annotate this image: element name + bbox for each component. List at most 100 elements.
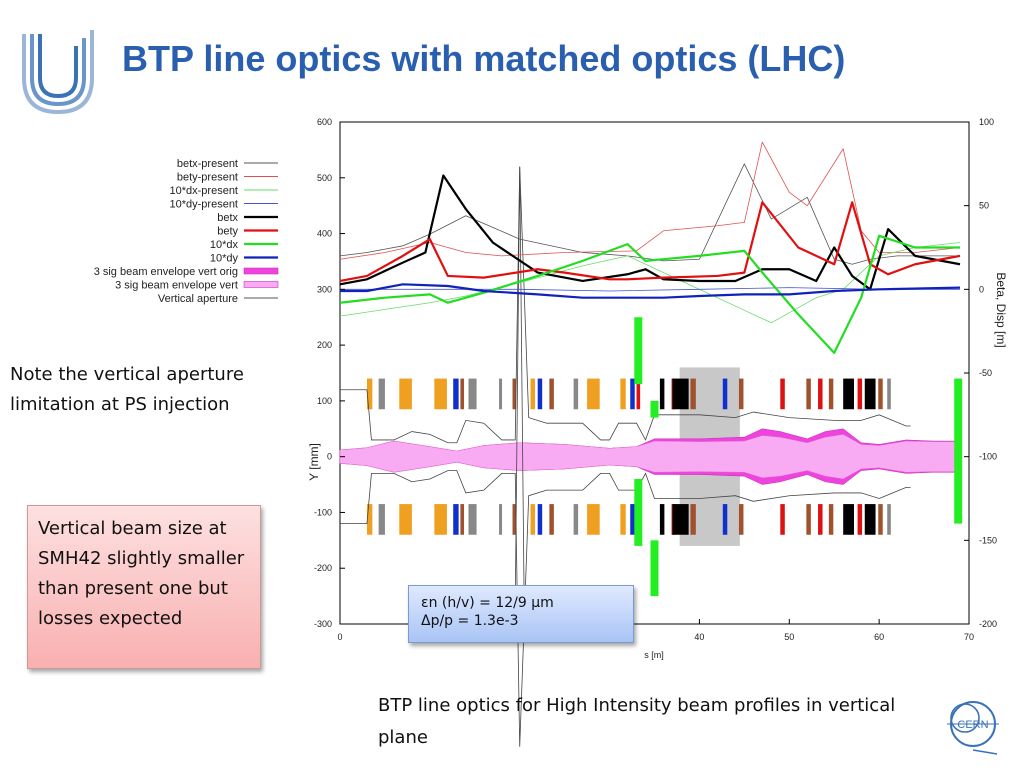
y-tick-label: 400 bbox=[317, 229, 332, 239]
y2-tick-label: -150 bbox=[979, 535, 997, 545]
momentum-spread-param: Δp/p = 1.3e-3 bbox=[421, 613, 519, 629]
magnet-bottom bbox=[672, 504, 689, 535]
series-10-dy bbox=[340, 283, 961, 299]
magnet-bottom bbox=[828, 504, 834, 535]
magnet-top bbox=[878, 378, 883, 410]
magnet-top bbox=[499, 378, 503, 410]
cern-logo: CERN bbox=[947, 701, 999, 755]
beam-size-note: Vertical beam size at SMH42 slightly sma… bbox=[27, 505, 261, 669]
optics-series bbox=[339, 141, 961, 355]
magnet-bottom bbox=[780, 504, 785, 535]
green-markers bbox=[634, 317, 963, 597]
y2-ticks: 100 50 0 -50 -100 -150 -200 bbox=[964, 117, 997, 629]
y-tick-label: -200 bbox=[314, 563, 332, 573]
magnet-top bbox=[620, 378, 626, 410]
magnet-top bbox=[399, 378, 412, 410]
y2-tick-label: 100 bbox=[979, 117, 994, 127]
x-tick-label: 70 bbox=[964, 632, 974, 642]
magnet-bottom bbox=[573, 504, 579, 535]
magnet-top bbox=[828, 378, 834, 410]
magnet-bottom bbox=[512, 504, 517, 535]
university-logo bbox=[22, 30, 94, 115]
magnet-top bbox=[857, 378, 863, 410]
y-tick-label: -100 bbox=[314, 507, 332, 517]
aperture-spike bbox=[514, 166, 525, 608]
magnet-bottom bbox=[366, 504, 373, 535]
y-axis-label: Y [mm] bbox=[307, 443, 321, 481]
legend-label: betx-present bbox=[177, 158, 238, 170]
y-tick-label: 200 bbox=[317, 340, 332, 350]
slide-title: BTP line optics with matched optics (LHC… bbox=[122, 38, 846, 79]
magnet-bottom bbox=[738, 504, 744, 535]
y2-tick-label: 0 bbox=[979, 284, 984, 294]
magnet-bottom bbox=[460, 504, 465, 535]
series-betx bbox=[339, 174, 961, 291]
magnet-top bbox=[587, 378, 600, 410]
legend-swatch bbox=[243, 267, 279, 275]
legend-label: bety-present bbox=[177, 172, 238, 184]
aperture-bottom-line bbox=[340, 470, 911, 747]
magnet-top bbox=[636, 378, 641, 410]
magnet-bottom bbox=[857, 504, 863, 535]
magnet-top bbox=[887, 378, 891, 410]
magnet-top bbox=[434, 378, 447, 410]
magnet-top bbox=[690, 378, 696, 410]
magnet-top bbox=[537, 378, 543, 410]
magnet-bottom bbox=[843, 504, 854, 535]
x-tick-label: 0 bbox=[337, 632, 342, 642]
magnet-bottom bbox=[864, 504, 876, 535]
slide-caption: BTP line optics for High Intensity beam … bbox=[378, 695, 896, 748]
magnet-top bbox=[738, 378, 744, 410]
magnet-bottom bbox=[659, 504, 665, 535]
x-tick-label: 50 bbox=[784, 632, 794, 642]
magnet-top bbox=[530, 378, 535, 410]
magnet-top bbox=[573, 378, 579, 410]
legend-label: Vertical aperture bbox=[158, 293, 238, 305]
magnet-top bbox=[659, 378, 665, 410]
magnet-bottom bbox=[499, 504, 503, 535]
x-tick-label: 40 bbox=[694, 632, 704, 642]
green-marker bbox=[650, 540, 659, 597]
legend-label: bety bbox=[217, 226, 238, 238]
magnet-bottom bbox=[630, 504, 635, 535]
y-ticks: 600 500 400 300 200 100 0 -100 -200 -300 bbox=[314, 117, 345, 629]
y2-tick-label: 50 bbox=[979, 201, 989, 211]
cern-logo-text: CERN bbox=[957, 719, 988, 731]
green-marker bbox=[650, 400, 659, 418]
magnet-bottom bbox=[587, 504, 600, 535]
y-tick-label: 300 bbox=[317, 284, 332, 294]
vertical-aperture bbox=[340, 166, 911, 747]
magnet-bottom bbox=[378, 504, 385, 535]
magnet-top bbox=[549, 378, 554, 410]
green-marker bbox=[634, 317, 643, 385]
legend-label: 10*dx bbox=[210, 239, 239, 251]
y2-tick-label: -200 bbox=[979, 619, 997, 629]
legend-label: 3 sig beam envelope vert orig bbox=[94, 266, 238, 278]
magnet-top bbox=[468, 378, 477, 410]
emittance-param: εn (h/v) = 12/9 µm bbox=[421, 595, 554, 611]
magnet-bottom bbox=[722, 504, 728, 535]
y-tick-label: -300 bbox=[314, 619, 332, 629]
magnet-top bbox=[864, 378, 876, 410]
magnet-top bbox=[672, 378, 689, 410]
legend-label: betx bbox=[217, 212, 238, 224]
y2-tick-label: -100 bbox=[979, 452, 997, 462]
x-axis-label: s [m] bbox=[644, 650, 664, 660]
series-bety-present bbox=[339, 141, 961, 260]
magnet-top bbox=[378, 378, 385, 410]
magnet-bottom bbox=[549, 504, 554, 535]
magnet-bottom bbox=[878, 504, 883, 535]
magnet-bottom bbox=[806, 504, 811, 535]
magnet-top bbox=[512, 378, 517, 410]
beam-envelopes bbox=[339, 428, 961, 485]
aperture-top-line bbox=[340, 166, 911, 444]
y2-axis-label: Beta, Disp [m] bbox=[994, 272, 1008, 347]
aperture-note: Note the vertical aperture limitation at… bbox=[10, 364, 244, 415]
magnet-top bbox=[818, 378, 823, 410]
series-bety bbox=[339, 201, 961, 283]
legend-label: 10*dx-present bbox=[170, 185, 239, 197]
y-tick-label: 100 bbox=[317, 396, 332, 406]
x-tick-label: 60 bbox=[874, 632, 884, 642]
legend-label: 10*dy bbox=[210, 253, 239, 265]
